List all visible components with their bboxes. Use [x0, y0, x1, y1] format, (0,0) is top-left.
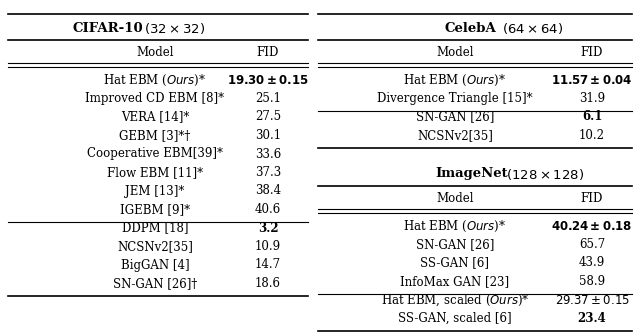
Text: ImageNet: ImageNet	[436, 168, 508, 181]
Text: IGEBM [9]*: IGEBM [9]*	[120, 203, 190, 216]
Text: 14.7: 14.7	[255, 259, 281, 271]
Text: 25.1: 25.1	[255, 92, 281, 105]
Text: $\mathbf{11.57 \pm 0.04}$: $\mathbf{11.57 \pm 0.04}$	[551, 73, 633, 86]
Text: $\mathbf{40.24 \pm 0.18}$: $\mathbf{40.24 \pm 0.18}$	[551, 219, 633, 232]
Text: NCSNv2[35]: NCSNv2[35]	[417, 129, 493, 142]
Text: 18.6: 18.6	[255, 277, 281, 290]
Text: Cooperative EBM[39]*: Cooperative EBM[39]*	[87, 147, 223, 160]
Text: SN-GAN [26]: SN-GAN [26]	[416, 111, 494, 124]
Text: SN-GAN [26]: SN-GAN [26]	[416, 238, 494, 251]
Text: $(32 \times 32)$: $(32 \times 32)$	[145, 20, 205, 36]
Text: SS-GAN, scaled [6]: SS-GAN, scaled [6]	[398, 312, 512, 325]
Text: SS-GAN [6]: SS-GAN [6]	[420, 257, 490, 269]
Text: FID: FID	[257, 47, 279, 60]
Text: Model: Model	[136, 47, 173, 60]
Text: 6.1: 6.1	[582, 111, 602, 124]
Text: DDPM [18]: DDPM [18]	[122, 221, 188, 234]
Text: CelebA: CelebA	[444, 21, 496, 35]
Text: FID: FID	[581, 193, 603, 205]
Text: Hat EBM ($\mathit{Ours}$)*: Hat EBM ($\mathit{Ours}$)*	[103, 72, 207, 87]
Text: 38.4: 38.4	[255, 185, 281, 198]
Text: 31.9: 31.9	[579, 92, 605, 105]
Text: 33.6: 33.6	[255, 147, 281, 160]
Text: 65.7: 65.7	[579, 238, 605, 251]
Text: BigGAN [4]: BigGAN [4]	[121, 259, 189, 271]
Text: Model: Model	[436, 193, 474, 205]
Text: 10.2: 10.2	[579, 129, 605, 142]
Text: Divergence Triangle [15]*: Divergence Triangle [15]*	[377, 92, 533, 105]
Text: InfoMax GAN [23]: InfoMax GAN [23]	[401, 275, 509, 288]
Text: 3.2: 3.2	[258, 221, 278, 234]
Text: 58.9: 58.9	[579, 275, 605, 288]
Text: 40.6: 40.6	[255, 203, 281, 216]
Text: $\mathbf{19.30 \pm 0.15}$: $\mathbf{19.30 \pm 0.15}$	[227, 73, 309, 86]
Text: JEM [13]*: JEM [13]*	[125, 185, 185, 198]
Text: $(128 \times 128)$: $(128 \times 128)$	[506, 166, 584, 182]
Text: Hat EBM ($\mathit{Ours}$)*: Hat EBM ($\mathit{Ours}$)*	[403, 72, 507, 87]
Text: 27.5: 27.5	[255, 111, 281, 124]
Text: SN-GAN [26]†: SN-GAN [26]†	[113, 277, 197, 290]
Text: VERA [14]*: VERA [14]*	[121, 111, 189, 124]
Text: Hat EBM ($\mathit{Ours}$)*: Hat EBM ($\mathit{Ours}$)*	[403, 218, 507, 233]
Text: 37.3: 37.3	[255, 166, 281, 179]
Text: $(64 \times 64)$: $(64 \times 64)$	[502, 20, 564, 36]
Text: 30.1: 30.1	[255, 129, 281, 142]
Text: CIFAR-10: CIFAR-10	[73, 21, 143, 35]
Text: GEBM [3]*†: GEBM [3]*†	[120, 129, 191, 142]
Text: FID: FID	[581, 47, 603, 60]
Text: Improved CD EBM [8]*: Improved CD EBM [8]*	[85, 92, 225, 105]
Text: 10.9: 10.9	[255, 240, 281, 253]
Text: Hat EBM, scaled ($\mathit{Ours}$)*: Hat EBM, scaled ($\mathit{Ours}$)*	[381, 292, 529, 308]
Text: 23.4: 23.4	[578, 312, 606, 325]
Text: $29.37 \pm 0.15$: $29.37 \pm 0.15$	[555, 293, 629, 307]
Text: 43.9: 43.9	[579, 257, 605, 269]
Text: NCSNv2[35]: NCSNv2[35]	[117, 240, 193, 253]
Text: Model: Model	[436, 47, 474, 60]
Text: Flow EBM [11]*: Flow EBM [11]*	[107, 166, 203, 179]
